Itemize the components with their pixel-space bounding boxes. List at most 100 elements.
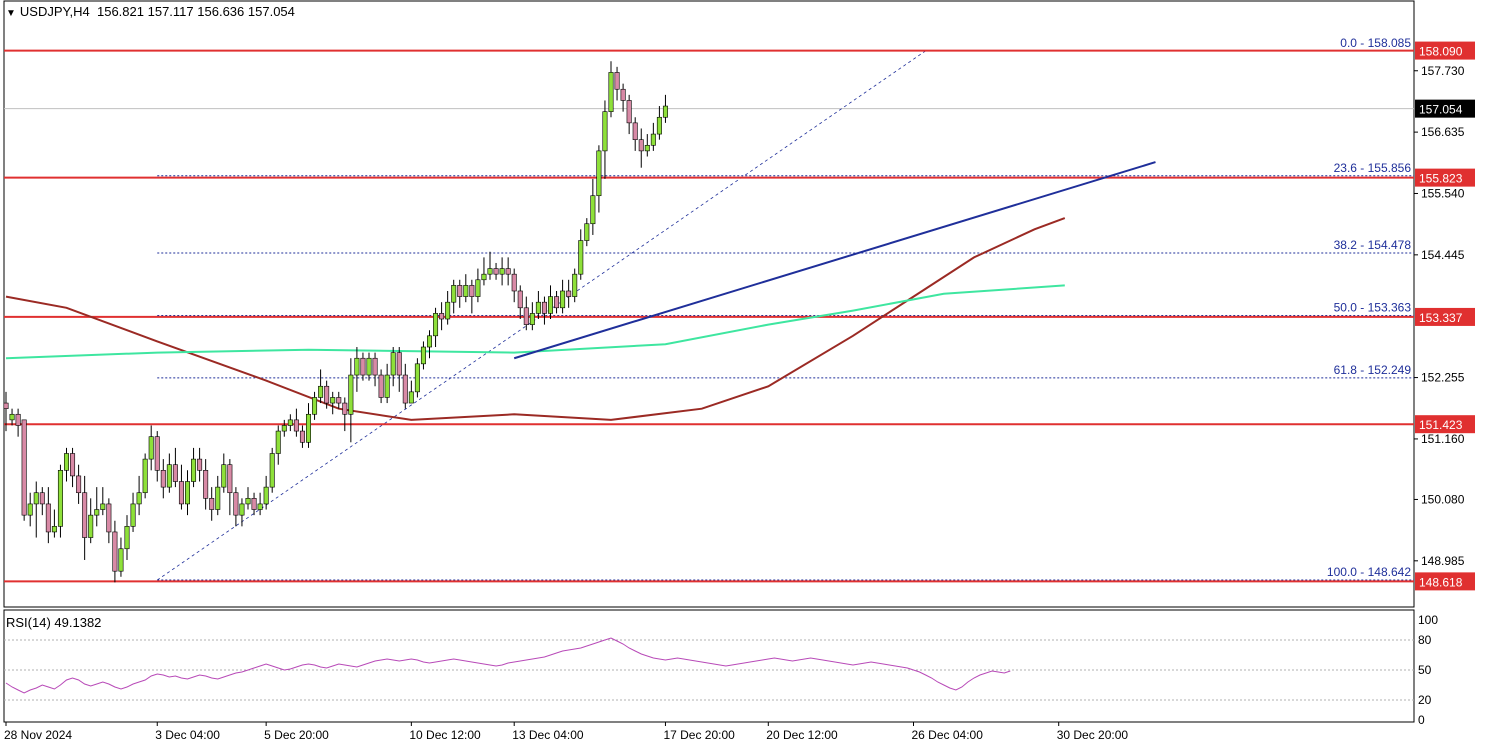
ohlc-close: 157.054: [247, 4, 295, 19]
candle-body: [554, 296, 560, 309]
x-tick-label: 26 Dec 04:00: [912, 728, 984, 742]
x-tick-label: 30 Dec 20:00: [1057, 728, 1129, 742]
candle-body: [239, 503, 245, 516]
price-tag-label: 148.618: [1419, 575, 1463, 589]
candle-body: [88, 514, 94, 538]
candle-body: [487, 268, 493, 275]
fib-level-label: 61.8 - 152.249: [1334, 363, 1412, 377]
candle-body: [578, 240, 584, 275]
candle-body: [547, 296, 553, 314]
candle-body: [457, 285, 463, 297]
x-tick-label: 3 Dec 04:00: [155, 728, 220, 742]
candle-body: [269, 453, 275, 488]
symbol-label: USDJPY,H4: [19, 4, 90, 19]
x-tick-label: 20 Dec 12:00: [766, 728, 838, 742]
candle-body: [614, 72, 620, 90]
ohlc-high: 157.117: [147, 4, 194, 19]
candle-body: [112, 531, 118, 572]
y-tick-label: 150.080: [1421, 492, 1465, 506]
fib-level-label: 100.0 - 148.642: [1327, 565, 1411, 579]
candle-body: [142, 458, 148, 494]
candle-body: [275, 430, 281, 454]
candle-body: [45, 503, 51, 533]
candle-body: [106, 503, 112, 533]
candle-body: [27, 503, 33, 516]
candle-body: [638, 139, 644, 152]
candle-body: [650, 133, 656, 146]
candle-body: [414, 363, 420, 393]
candle-body: [354, 357, 360, 376]
rsi-tick-label: 50: [1418, 663, 1432, 677]
candle-body: [396, 352, 402, 376]
candle-body: [348, 374, 354, 415]
rsi-value: 49.1382: [54, 615, 102, 630]
candle-body: [566, 290, 572, 297]
candle-body: [257, 503, 263, 510]
candle-body: [620, 88, 626, 101]
candle-body: [475, 279, 481, 297]
candle-body: [590, 195, 596, 225]
candle-body: [9, 413, 15, 421]
moving-average-green-line: [5, 284, 1065, 360]
candle-body: [39, 492, 45, 505]
candle-body: [662, 105, 668, 118]
candle-body: [70, 453, 76, 477]
candle-body: [172, 464, 178, 482]
candle-body: [408, 391, 414, 404]
candle-body: [305, 413, 311, 443]
dropdown-arrow-icon[interactable]: ▼: [6, 8, 16, 19]
candle-body: [148, 436, 154, 460]
candle-body: [185, 481, 191, 505]
candle-body: [191, 458, 197, 482]
candle-body: [626, 100, 632, 124]
candle-body: [100, 503, 106, 510]
candle-body: [469, 285, 475, 297]
x-tick-label: 10 Dec 12:00: [409, 728, 481, 742]
candle-body: [82, 492, 88, 538]
y-tick-label: 152.255: [1421, 371, 1465, 385]
candle-body: [166, 464, 172, 488]
candle-body: [251, 498, 257, 510]
candle-body: [632, 122, 638, 140]
candle-body: [572, 273, 578, 297]
rsi-pane-frame: [3, 609, 1415, 723]
candle-body: [384, 374, 390, 398]
candle-body: [33, 492, 39, 505]
price-pane-frame: [3, 0, 1415, 608]
rsi-tick-label: 80: [1418, 633, 1432, 647]
candle-body: [433, 313, 439, 337]
candle-body: [76, 475, 82, 494]
candle-body: [130, 503, 136, 527]
price-tag-box: [1415, 41, 1475, 60]
bullish-trendline: [513, 161, 1156, 360]
candle-body: [15, 413, 21, 426]
candle-body: [287, 419, 293, 426]
chart-header: ▼ USDJPY,H4 156.821 157.117 156.636 157.0…: [6, 4, 295, 19]
candle-body: [245, 498, 251, 505]
candle-body: [505, 268, 511, 275]
candle-body: [293, 419, 299, 432]
candle-body: [493, 268, 499, 275]
price-tag-label: 153.337: [1419, 311, 1463, 325]
ohlc-open: 156.821: [96, 4, 144, 19]
y-tick-label: 148.985: [1421, 554, 1465, 568]
current-price-tag: [1415, 99, 1475, 118]
candle-body: [541, 301, 547, 314]
candle-body: [439, 313, 445, 320]
candle-body: [360, 357, 366, 376]
candle-body: [330, 397, 336, 404]
candle-body: [94, 509, 100, 516]
candle-body: [366, 357, 372, 376]
rsi-name: RSI(14): [6, 615, 51, 630]
rsi-line: [5, 637, 1011, 694]
candle-body: [312, 397, 318, 415]
price-tag-label: 158.090: [1419, 45, 1463, 59]
price-tag-box: [1415, 307, 1475, 326]
candle-body: [602, 111, 608, 152]
candle-body: [535, 301, 541, 314]
fib-level-label: 50.0 - 153.363: [1334, 300, 1412, 314]
candle-body: [203, 470, 209, 499]
candle-body: [118, 548, 124, 572]
candle-body: [608, 72, 614, 112]
